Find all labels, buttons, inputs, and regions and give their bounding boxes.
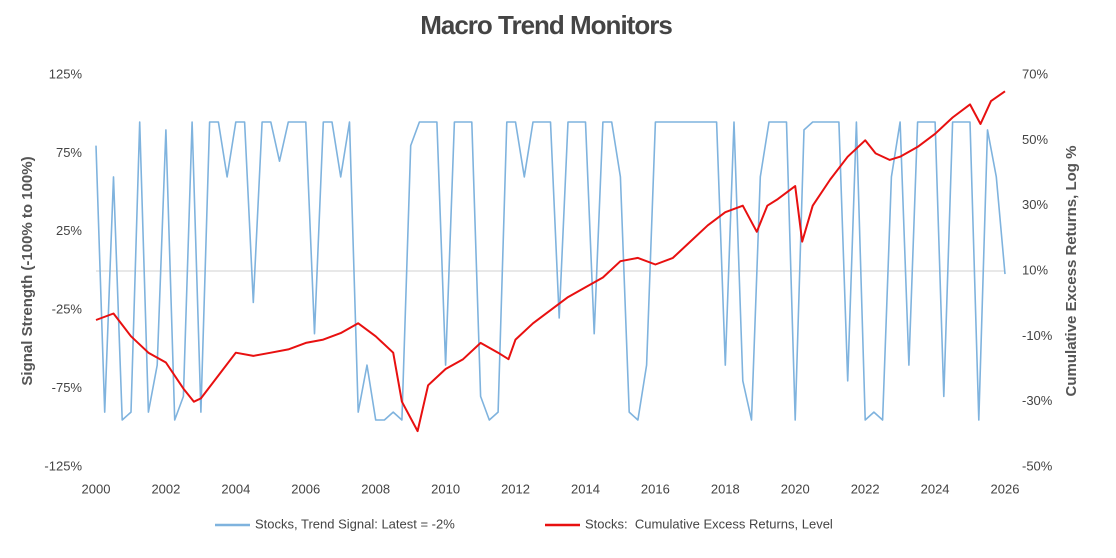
legend-label: Stocks: Cumulative Excess Returns, Level [585,516,833,531]
chart-title: Macro Trend Monitors [420,10,672,40]
y-tick-label: -75% [52,380,83,395]
x-tick-label: 2016 [641,481,670,496]
series-line [95,121,1006,421]
legend-label: Stocks, Trend Signal: Latest = -2% [255,516,455,531]
series-line [95,90,1006,433]
y2-tick-label: 30% [1022,197,1048,212]
x-tick-label: 2002 [151,481,180,496]
y2-tick-label: -50% [1022,458,1053,473]
x-tick-label: 2024 [921,481,950,496]
x-tick-label: 2022 [851,481,880,496]
y2-axis-title: Cumulative Excess Returns, Log % [1063,146,1080,397]
y-tick-label: -25% [52,302,83,317]
y2-tick-label: 70% [1022,66,1048,81]
y2-tick-label: -30% [1022,393,1053,408]
y2-tick-label: 10% [1022,262,1048,277]
x-tick-label: 2026 [991,481,1020,496]
y-tick-label: -125% [44,458,82,473]
x-tick-label: 2008 [361,481,390,496]
x-tick-label: 2018 [711,481,740,496]
x-tick-label: 2012 [501,481,530,496]
y-axis-title: Signal Strength (-100% to 100%) [19,156,36,385]
x-tick-label: 2000 [82,481,111,496]
x-tick-label: 2014 [571,481,600,496]
x-tick-label: 2006 [291,481,320,496]
x-tick-label: 2004 [221,481,250,496]
x-tick-label: 2010 [431,481,460,496]
y-tick-label: 25% [56,223,82,238]
x-tick-label: 2020 [781,481,810,496]
y2-tick-label: 50% [1022,132,1048,147]
y2-tick-label: -10% [1022,328,1053,343]
y-tick-label: 125% [49,66,83,81]
y-tick-label: 75% [56,145,82,160]
